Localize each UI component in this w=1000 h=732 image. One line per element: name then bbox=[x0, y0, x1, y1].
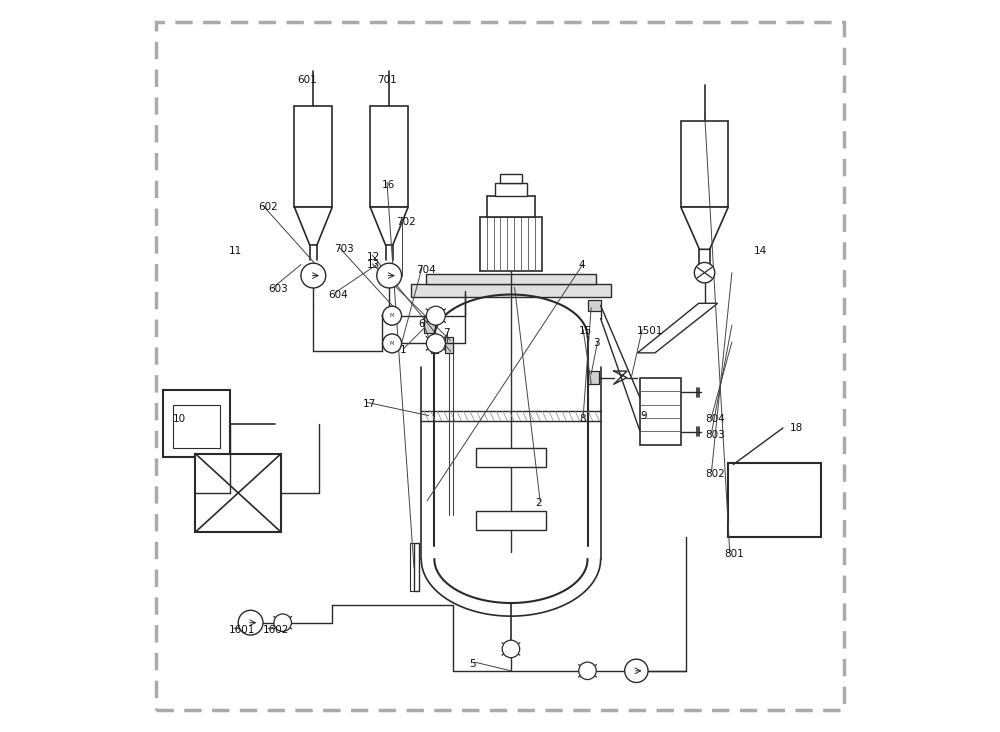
Text: 702: 702 bbox=[396, 217, 416, 227]
Bar bbox=[431, 337, 438, 353]
Bar bbox=[476, 448, 546, 466]
Text: 10: 10 bbox=[173, 414, 186, 424]
Circle shape bbox=[579, 662, 596, 679]
Text: 801: 801 bbox=[725, 549, 744, 559]
Text: 3: 3 bbox=[593, 337, 600, 348]
Text: 602: 602 bbox=[258, 202, 278, 212]
Text: 11: 11 bbox=[229, 246, 242, 255]
Text: 9: 9 bbox=[640, 411, 647, 421]
Text: 1602: 1602 bbox=[263, 625, 289, 635]
Circle shape bbox=[625, 659, 648, 682]
Bar bbox=[195, 454, 281, 532]
Text: 803: 803 bbox=[706, 430, 725, 440]
Bar bbox=[426, 274, 596, 284]
Polygon shape bbox=[579, 665, 596, 677]
Bar bbox=[424, 317, 435, 333]
Polygon shape bbox=[426, 309, 445, 322]
Text: 601: 601 bbox=[297, 75, 317, 85]
Text: 6: 6 bbox=[418, 318, 425, 329]
Text: 2: 2 bbox=[535, 498, 542, 508]
Text: M: M bbox=[390, 313, 394, 318]
Bar bbox=[411, 284, 611, 297]
Text: 14: 14 bbox=[754, 246, 767, 255]
Text: 701: 701 bbox=[377, 75, 397, 85]
Bar bbox=[163, 390, 230, 458]
Text: 4: 4 bbox=[579, 261, 585, 270]
Text: 1501: 1501 bbox=[637, 326, 663, 336]
Circle shape bbox=[238, 610, 263, 635]
Polygon shape bbox=[370, 207, 408, 245]
Text: 802: 802 bbox=[706, 469, 725, 479]
Circle shape bbox=[694, 263, 715, 283]
Text: 604: 604 bbox=[329, 290, 348, 299]
Bar bbox=[588, 371, 599, 384]
Text: 703: 703 bbox=[334, 244, 353, 254]
Text: 7: 7 bbox=[443, 328, 450, 338]
Circle shape bbox=[301, 264, 326, 288]
Bar bbox=[294, 106, 332, 207]
Polygon shape bbox=[274, 616, 291, 629]
Bar bbox=[480, 217, 542, 271]
Text: 17: 17 bbox=[363, 399, 376, 409]
Text: 8: 8 bbox=[579, 414, 585, 424]
Polygon shape bbox=[637, 303, 718, 353]
Text: 804: 804 bbox=[706, 414, 725, 424]
Text: 12: 12 bbox=[367, 252, 381, 261]
Text: 5: 5 bbox=[469, 659, 476, 668]
Polygon shape bbox=[426, 337, 445, 350]
Bar bbox=[173, 406, 220, 448]
Bar bbox=[370, 106, 408, 207]
Text: 13: 13 bbox=[367, 261, 381, 270]
Text: 704: 704 bbox=[416, 265, 436, 274]
Bar bbox=[500, 174, 522, 183]
Circle shape bbox=[502, 640, 520, 657]
Circle shape bbox=[426, 334, 445, 353]
Bar bbox=[476, 511, 546, 530]
Bar bbox=[495, 183, 527, 196]
Bar bbox=[728, 463, 821, 537]
Text: 18: 18 bbox=[790, 423, 803, 433]
Bar bbox=[681, 121, 728, 207]
Circle shape bbox=[377, 264, 402, 288]
Polygon shape bbox=[502, 643, 520, 655]
Circle shape bbox=[383, 306, 402, 325]
Text: 15: 15 bbox=[579, 326, 592, 336]
Text: 603: 603 bbox=[268, 285, 288, 294]
Circle shape bbox=[274, 614, 291, 632]
Polygon shape bbox=[681, 207, 728, 250]
Bar bbox=[445, 337, 453, 353]
Text: 16: 16 bbox=[382, 180, 395, 190]
Text: M: M bbox=[390, 341, 394, 346]
Circle shape bbox=[426, 306, 445, 325]
Text: 1601: 1601 bbox=[229, 625, 255, 635]
FancyBboxPatch shape bbox=[156, 22, 844, 710]
Polygon shape bbox=[294, 207, 332, 245]
Bar bbox=[588, 299, 601, 311]
Text: 1: 1 bbox=[399, 345, 406, 355]
Bar bbox=[414, 543, 419, 591]
Circle shape bbox=[383, 334, 402, 353]
Bar bbox=[640, 378, 681, 445]
Bar bbox=[487, 196, 535, 217]
